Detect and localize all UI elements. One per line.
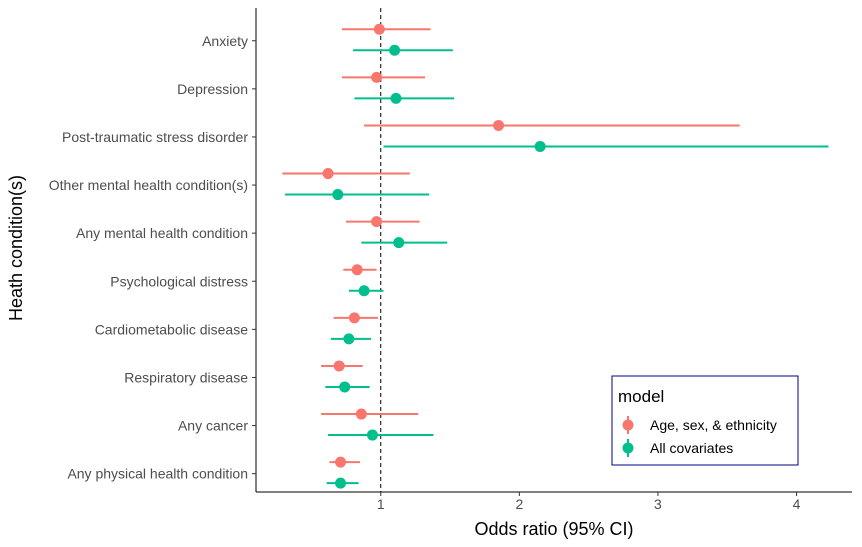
x-tick-label: 2 — [515, 496, 523, 512]
legend-label: All covariates — [650, 440, 733, 456]
y-tick-label: Anxiety — [202, 33, 248, 49]
legend: model Age, sex, & ethnicity All covariate… — [611, 375, 799, 466]
y-tick-label: Psychological distress — [110, 273, 248, 289]
y-axis-title: Heath condition(s) — [6, 175, 26, 321]
or-point — [355, 408, 367, 420]
or-point — [322, 168, 334, 180]
legend-key-point — [622, 442, 634, 454]
or-point — [390, 92, 402, 104]
x-tick-label: 1 — [377, 496, 385, 512]
or-point — [335, 477, 347, 489]
or-point — [348, 312, 360, 324]
axes: 1 2 3 4 Anxiety Depression Post-traumatic stre… — [49, 8, 852, 512]
or-point — [393, 237, 405, 249]
or-point — [371, 216, 383, 228]
legend-title: model — [618, 387, 664, 406]
or-point — [351, 264, 363, 276]
or-point — [534, 140, 546, 152]
or-point — [343, 333, 355, 345]
x-axis-title: Odds ratio (95% CI) — [474, 519, 633, 539]
or-point — [332, 189, 344, 201]
or-point — [389, 44, 401, 56]
legend-box — [611, 375, 799, 466]
or-point — [333, 360, 345, 372]
y-tick-label: Respiratory disease — [124, 369, 248, 385]
x-tick-label: 3 — [654, 496, 662, 512]
or-point — [335, 456, 347, 468]
or-point — [339, 381, 351, 393]
y-tick-label: Other mental health condition(s) — [49, 177, 248, 193]
or-point — [373, 23, 385, 35]
y-tick-label: Any cancer — [178, 418, 248, 434]
legend-label: Age, sex, & ethnicity — [650, 417, 777, 433]
or-point — [371, 71, 383, 83]
or-point — [493, 119, 505, 131]
y-tick-label: Depression — [177, 81, 248, 97]
plot-marks — [282, 8, 829, 492]
y-tick-label: Any mental health condition — [76, 225, 248, 241]
or-point — [358, 285, 370, 297]
or-point — [366, 429, 378, 441]
y-tick-label: Post-traumatic stress disorder — [62, 129, 248, 145]
x-tick-label: 4 — [793, 496, 801, 512]
legend-key-point — [622, 419, 634, 431]
y-tick-label: Cardiometabolic disease — [95, 321, 249, 337]
y-tick-label: Any physical health condition — [67, 466, 248, 482]
